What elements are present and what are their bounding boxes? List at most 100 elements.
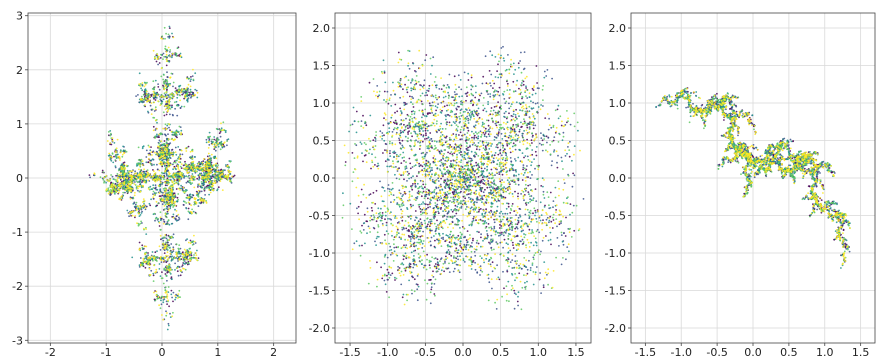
data-point	[158, 139, 161, 142]
data-point	[154, 99, 157, 101]
data-point	[153, 86, 156, 88]
data-point	[197, 186, 199, 188]
data-point	[514, 227, 517, 230]
data-point	[213, 170, 216, 173]
data-point	[133, 178, 136, 181]
data-point	[168, 60, 171, 63]
data-point	[186, 238, 189, 241]
data-point	[217, 164, 220, 167]
data-point	[154, 95, 157, 98]
data-point	[157, 184, 160, 187]
data-point	[116, 173, 119, 175]
data-point	[518, 87, 520, 90]
data-point	[143, 227, 145, 230]
data-point	[140, 158, 143, 161]
data-point	[147, 93, 150, 96]
data-point	[165, 113, 168, 116]
data-point	[200, 181, 203, 183]
data-point	[197, 184, 200, 187]
data-point	[211, 138, 214, 141]
data-point	[159, 197, 161, 200]
data-point	[178, 258, 181, 261]
data-point	[158, 245, 161, 248]
data-point	[175, 92, 178, 95]
data-point	[174, 179, 177, 182]
data-point	[421, 165, 424, 168]
data-point	[484, 188, 486, 191]
data-point	[202, 183, 205, 186]
data-point	[147, 188, 150, 190]
data-point	[167, 183, 170, 186]
data-point	[161, 100, 164, 103]
data-point	[216, 178, 219, 181]
data-point	[140, 95, 143, 98]
data-point	[166, 251, 169, 254]
data-point	[165, 87, 168, 90]
data-point	[176, 196, 179, 199]
data-point	[136, 180, 138, 183]
data-point	[172, 85, 174, 88]
data-point	[152, 150, 155, 153]
data-point	[179, 99, 182, 102]
data-point	[370, 207, 373, 209]
data-point	[170, 278, 173, 281]
data-point	[137, 146, 140, 149]
data-point	[166, 184, 169, 187]
data-point	[487, 180, 490, 182]
data-point	[199, 199, 202, 202]
data-point	[150, 113, 153, 115]
data-point	[162, 239, 165, 242]
data-point	[190, 254, 193, 257]
data-point	[168, 172, 171, 175]
data-point	[493, 154, 496, 157]
data-point	[213, 142, 216, 145]
data-point	[169, 271, 171, 274]
data-point	[158, 225, 161, 227]
data-point	[152, 80, 155, 83]
data-point	[119, 157, 121, 160]
data-point	[162, 163, 165, 165]
data-point	[177, 54, 179, 57]
data-point	[175, 55, 178, 57]
data-point	[150, 102, 153, 104]
data-point	[435, 109, 437, 112]
data-point	[344, 161, 347, 163]
data-point	[452, 133, 455, 135]
data-point	[166, 48, 169, 51]
data-point	[141, 222, 143, 224]
data-point	[167, 36, 170, 38]
data-point	[185, 258, 188, 261]
data-point	[545, 135, 548, 138]
data-point	[152, 193, 154, 196]
data-point	[119, 178, 122, 181]
data-point	[186, 98, 189, 100]
data-point	[455, 212, 458, 215]
data-point	[131, 188, 134, 190]
data-point	[156, 163, 158, 166]
data-point	[141, 162, 144, 165]
data-point	[103, 180, 106, 183]
data-point	[157, 83, 160, 85]
data-point	[172, 151, 175, 154]
data-point	[213, 145, 216, 148]
data-point	[205, 172, 207, 175]
data-point	[124, 189, 127, 192]
data-point	[166, 177, 169, 180]
data-point	[169, 250, 172, 253]
data-point	[93, 173, 96, 175]
data-point	[156, 260, 158, 262]
data-point	[156, 127, 158, 130]
data-point	[124, 172, 126, 175]
data-point	[167, 181, 169, 184]
data-point	[130, 181, 133, 184]
data-point	[174, 161, 177, 164]
data-point	[163, 80, 166, 82]
data-point	[215, 168, 218, 171]
data-point	[175, 182, 177, 185]
data-point	[394, 111, 396, 114]
data-point	[155, 200, 158, 203]
data-point	[424, 138, 426, 140]
data-point	[156, 53, 159, 56]
data-point	[221, 189, 224, 192]
data-point	[159, 216, 162, 219]
